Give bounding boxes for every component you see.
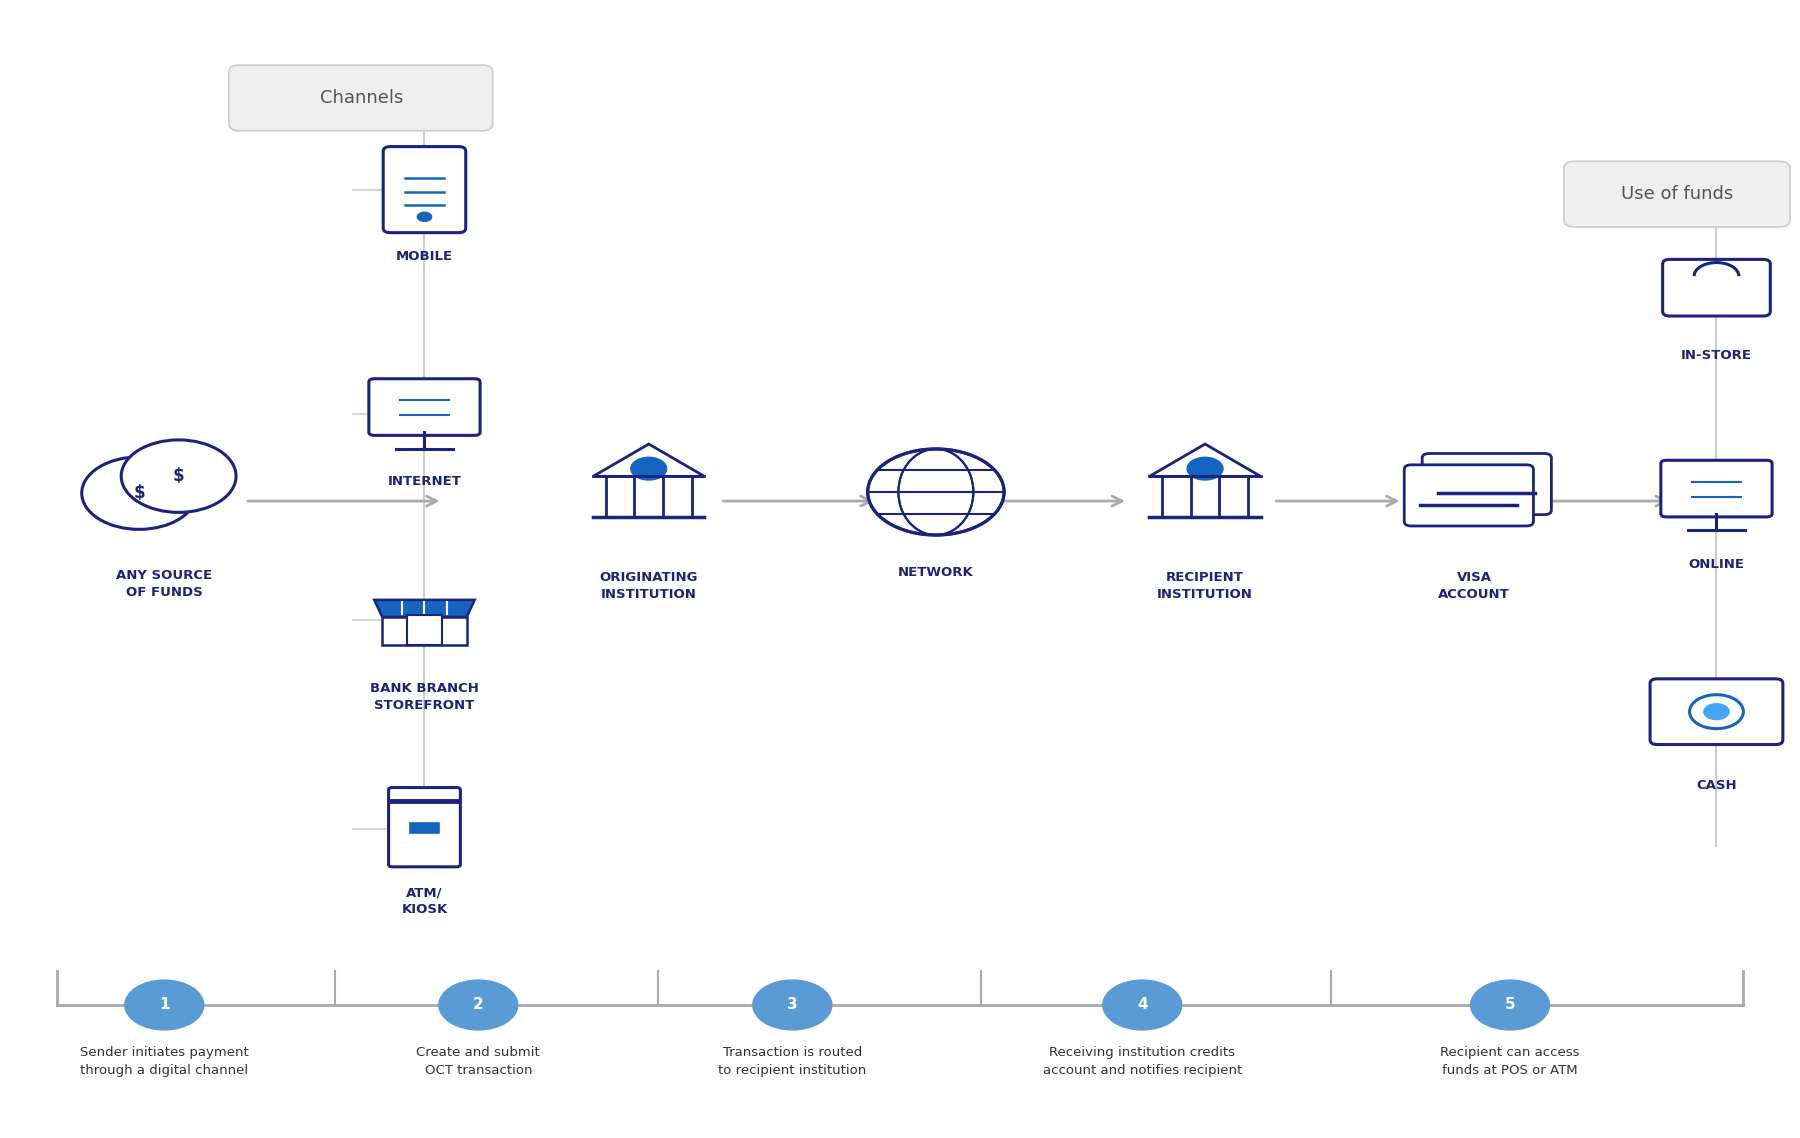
Circle shape (1690, 694, 1744, 728)
FancyBboxPatch shape (1661, 460, 1771, 517)
Text: Use of funds: Use of funds (1620, 185, 1733, 204)
Text: 2: 2 (473, 998, 484, 1013)
Text: Receiving institution credits
account and notifies recipient: Receiving institution credits account an… (1042, 1046, 1242, 1077)
Text: ORIGINATING
INSTITUTION: ORIGINATING INSTITUTION (599, 571, 698, 601)
Circle shape (868, 450, 1004, 535)
Text: IN-STORE: IN-STORE (1681, 349, 1751, 362)
Circle shape (1705, 703, 1730, 719)
FancyBboxPatch shape (369, 379, 481, 436)
Text: BANK BRANCH
STOREFRONT: BANK BRANCH STOREFRONT (371, 683, 479, 712)
Text: INTERNET: INTERNET (387, 475, 461, 488)
FancyBboxPatch shape (229, 65, 493, 131)
Text: CASH: CASH (1696, 778, 1737, 792)
FancyBboxPatch shape (1422, 453, 1552, 514)
FancyBboxPatch shape (1651, 679, 1782, 744)
Polygon shape (1150, 444, 1260, 477)
Text: 5: 5 (1505, 998, 1516, 1013)
FancyBboxPatch shape (407, 615, 443, 644)
Polygon shape (382, 617, 466, 644)
Text: Transaction is routed
to recipient institution: Transaction is routed to recipient insti… (718, 1046, 866, 1077)
FancyBboxPatch shape (1663, 259, 1771, 316)
Text: RECIPIENT
INSTITUTION: RECIPIENT INSTITUTION (1157, 571, 1253, 601)
Text: 4: 4 (1138, 998, 1148, 1013)
Circle shape (81, 456, 196, 529)
Circle shape (630, 457, 666, 480)
Text: $: $ (133, 484, 146, 502)
Text: MOBILE: MOBILE (396, 249, 454, 263)
Text: VISA
ACCOUNT: VISA ACCOUNT (1438, 571, 1510, 601)
Polygon shape (594, 444, 704, 477)
Circle shape (1188, 457, 1222, 480)
Text: Recipient can access
funds at POS or ATM: Recipient can access funds at POS or ATM (1440, 1046, 1580, 1077)
Text: 3: 3 (787, 998, 797, 1013)
Circle shape (1103, 980, 1183, 1030)
Text: ONLINE: ONLINE (1688, 558, 1744, 570)
Circle shape (1471, 980, 1550, 1030)
FancyBboxPatch shape (1404, 464, 1534, 526)
Circle shape (418, 213, 432, 221)
Circle shape (124, 980, 203, 1030)
FancyBboxPatch shape (410, 823, 439, 833)
Text: NETWORK: NETWORK (898, 566, 974, 578)
Polygon shape (374, 600, 475, 617)
Circle shape (439, 980, 518, 1030)
FancyBboxPatch shape (1564, 162, 1789, 226)
Text: ANY SOURCE
OF FUNDS: ANY SOURCE OF FUNDS (117, 569, 212, 599)
Text: Create and submit
OCT transaction: Create and submit OCT transaction (416, 1046, 540, 1077)
Text: ATM/
KIOSK: ATM/ KIOSK (401, 887, 448, 916)
Circle shape (752, 980, 832, 1030)
Circle shape (121, 440, 236, 512)
Text: Channels: Channels (320, 89, 403, 107)
FancyBboxPatch shape (383, 147, 466, 232)
FancyBboxPatch shape (389, 787, 461, 867)
Text: Sender initiates payment
through a digital channel: Sender initiates payment through a digit… (79, 1046, 248, 1077)
Text: $: $ (173, 467, 184, 485)
Text: 1: 1 (158, 998, 169, 1013)
